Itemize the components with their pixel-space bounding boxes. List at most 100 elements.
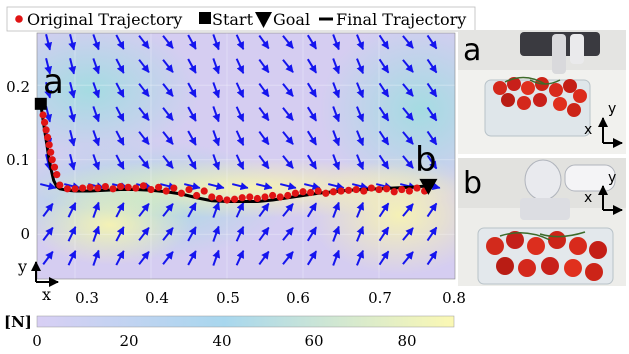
vector-arrow <box>162 83 174 97</box>
vector-arrow <box>92 58 101 75</box>
original-trajectory-point <box>86 183 94 191</box>
vector-arrow <box>356 34 365 51</box>
axis-y-label: y <box>17 257 27 276</box>
vector-arrow <box>187 130 197 146</box>
original-trajectory-point <box>56 181 64 189</box>
vector-arrow <box>356 249 365 266</box>
original-trajectory-point <box>276 193 284 201</box>
legend-original-label: Original Trajectory <box>27 10 182 29</box>
vector-arrow <box>282 107 294 121</box>
vector-arrow <box>92 201 101 218</box>
vector-arrow <box>306 130 318 146</box>
heatmap-yellow-region <box>37 185 190 265</box>
robot-arm <box>564 164 616 192</box>
vector-arrow <box>327 182 345 191</box>
vector-arrow <box>42 202 54 218</box>
original-trajectory-point <box>193 191 201 200</box>
vector-arrow <box>68 33 77 51</box>
x-tick-label: 0.4 <box>145 289 169 307</box>
vector-arrow <box>258 82 270 98</box>
legend-start-label: Start <box>212 10 254 29</box>
y-tick-label: 0.2 <box>6 78 30 96</box>
vector-arrow <box>402 83 414 97</box>
vector-arrow <box>426 130 438 146</box>
vector-arrow <box>306 250 318 266</box>
vector-arrow <box>306 34 318 50</box>
photo-a-axis-y: y <box>608 101 616 117</box>
legend-original-marker <box>15 15 23 23</box>
original-trajectory-point <box>231 195 239 203</box>
vector-arrow <box>138 107 150 121</box>
vector-arrow <box>306 58 318 74</box>
original-trajectory-point <box>170 184 178 192</box>
vector-arrow <box>255 182 273 191</box>
original-trajectory-point <box>208 193 216 201</box>
vector-arrow <box>378 58 390 74</box>
vector-arrow <box>282 227 294 241</box>
original-trajectory-point <box>155 183 163 191</box>
y-tick-label: 0.1 <box>6 151 30 169</box>
x-tick-label: 0.3 <box>75 289 99 307</box>
original-trajectory-point <box>42 126 50 134</box>
original-trajectory-point <box>47 148 55 156</box>
original-trajectory-point <box>261 193 269 201</box>
vector-arrow <box>138 155 150 169</box>
x-tick-label: 0.5 <box>216 289 240 307</box>
vector-arrow <box>183 182 201 191</box>
original-trajectory-point <box>238 194 246 202</box>
vector-arrow <box>212 58 221 75</box>
vector-arrow <box>212 106 221 123</box>
vector-arrow <box>115 250 125 266</box>
original-trajectory-point <box>246 193 254 201</box>
vector-arrow <box>258 34 270 50</box>
vector-arrow <box>207 182 225 191</box>
original-trajectory-point <box>367 184 375 192</box>
vector-arrow <box>356 106 365 123</box>
vector-arrow <box>212 154 221 171</box>
y-tick-label: 0 <box>20 225 30 243</box>
vector-arrow <box>115 202 125 218</box>
original-trajectory-point <box>50 163 59 171</box>
vector-arrow <box>332 82 341 99</box>
vector-arrow <box>378 250 390 266</box>
vector-arrow <box>138 227 150 241</box>
vector-arrow <box>402 35 414 49</box>
original-trajectory-point <box>63 185 71 193</box>
original-trajectory-point <box>132 184 140 192</box>
original-trajectory-point <box>124 183 132 191</box>
vector-arrow <box>282 251 294 265</box>
vector-arrow <box>92 130 101 147</box>
vector-arrow <box>187 58 197 74</box>
vector-arrow <box>162 131 174 145</box>
vector-arrow <box>235 34 245 50</box>
vector-arrow <box>378 226 390 242</box>
vector-arrow <box>187 202 197 218</box>
vector-arrow <box>231 182 249 191</box>
photo-b-axis-x: x <box>584 190 592 206</box>
vector-arrow <box>402 227 414 241</box>
vector-arrow <box>92 249 101 266</box>
vector-arrow <box>426 82 438 98</box>
legend-goal-marker <box>255 12 272 28</box>
y-axis: 0.2 0.1 0 <box>6 78 30 243</box>
original-trajectory-point <box>383 185 391 193</box>
tomatoes <box>486 231 607 281</box>
vector-arrow <box>92 225 101 242</box>
vector-arrow <box>378 202 390 218</box>
vector-arrow <box>67 250 77 266</box>
vector-arrow <box>138 131 150 145</box>
vector-arrow <box>402 155 414 169</box>
colorbar-gradient <box>36 315 455 328</box>
original-trajectory-point <box>345 186 353 194</box>
vector-arrow <box>44 57 53 75</box>
original-trajectory-point <box>139 182 147 190</box>
colorbar-tick: 40 <box>212 332 231 350</box>
vector-arrow <box>44 81 53 99</box>
original-trajectory-point <box>413 184 421 192</box>
vector-arrow <box>39 182 57 191</box>
photo-b-label: b <box>463 166 482 201</box>
vector-arrow <box>212 34 221 51</box>
vector-arrow <box>138 203 150 217</box>
vector-arrow <box>138 35 150 49</box>
vector-arrow <box>426 34 438 50</box>
